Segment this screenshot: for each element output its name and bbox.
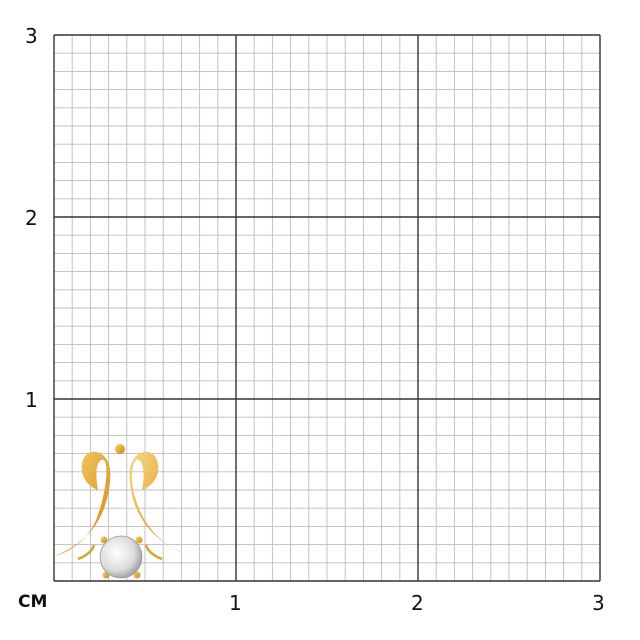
x-tick-2: 2 bbox=[411, 591, 424, 615]
pendant-right-arm bbox=[129, 451, 189, 555]
y-tick-3: 3 bbox=[25, 24, 38, 48]
pendant-filigree bbox=[77, 544, 163, 561]
y-tick-2: 2 bbox=[25, 206, 38, 230]
x-tick-3: 3 bbox=[592, 591, 605, 615]
x-tick-1: 1 bbox=[229, 591, 242, 615]
pendant-stone bbox=[99, 535, 143, 579]
unit-label: CM bbox=[18, 592, 48, 612]
y-tick-1: 1 bbox=[25, 388, 38, 412]
pendant-left-arm bbox=[55, 451, 111, 556]
pendant-bail bbox=[115, 444, 125, 454]
